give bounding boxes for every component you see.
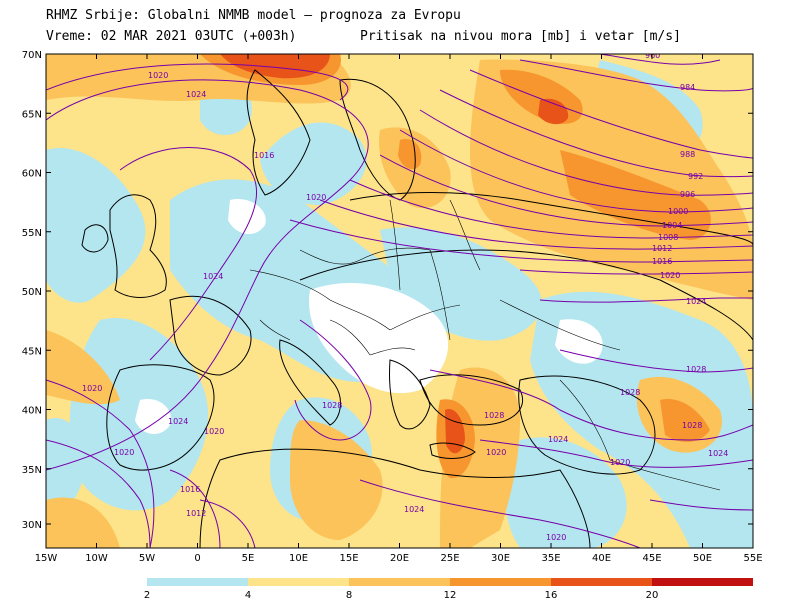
isobar-labels: 960 984 988 992 996 1000 1004 1008 1012 …	[82, 51, 728, 542]
isobar-label: 1020	[610, 458, 630, 467]
isobar-label: 1012	[652, 244, 672, 253]
isobar-label: 1028	[484, 411, 504, 420]
isobar-label: 1024	[186, 90, 206, 99]
isobar-label: 1004	[662, 221, 682, 230]
longitude-label: 50E	[693, 553, 712, 564]
isobar-label: 1020	[114, 448, 134, 457]
isobar-label: 984	[680, 83, 695, 92]
isobar-label: 1000	[668, 207, 688, 216]
wind-band-16-20	[220, 54, 569, 454]
field-description: Pritisak na nivou mora [mb] i vetar [m/s…	[360, 29, 681, 44]
longitude-label: 15E	[339, 553, 358, 564]
isobar-label: 1024	[203, 272, 223, 281]
isobar-label: 1028	[686, 365, 706, 374]
longitude-label: 15W	[35, 553, 58, 564]
longitude-labels: 15W 10W 5W 0 5E 10E 15E 20E 25E 30E 35E 40E 45E 50E 55…	[35, 553, 763, 564]
colorbar-segment	[652, 578, 753, 586]
isobar-label: 960	[645, 51, 660, 60]
isobar-label: 1024	[686, 297, 706, 306]
isobar-label: 996	[680, 190, 695, 199]
isobar-label: 1028	[620, 388, 640, 397]
longitude-label: 30E	[491, 553, 510, 564]
colorbar-segment	[551, 578, 652, 586]
longitude-label: 0	[194, 553, 200, 564]
wind-band-calm	[135, 199, 603, 435]
latitude-label: 70N	[22, 50, 42, 61]
colorbar-segment	[147, 578, 248, 586]
isobar-label: 1028	[322, 401, 342, 410]
isobar-label: 1020	[486, 448, 506, 457]
colorbar-tick-label: 12	[444, 590, 457, 600]
isobar-label: 1016	[180, 485, 200, 494]
isobar-label: 992	[688, 172, 703, 181]
longitude-label: 25E	[440, 553, 459, 564]
isobar-label: 1016	[254, 151, 274, 160]
longitude-label: 55E	[743, 553, 762, 564]
latitude-label: 50N	[22, 287, 42, 298]
isobar-label: 1028	[682, 421, 702, 430]
longitude-label: 10W	[85, 553, 108, 564]
isobar-label: 1008	[658, 233, 678, 242]
isobar-lines	[46, 54, 753, 548]
colorbar-segment	[349, 578, 450, 586]
country-borders	[249, 199, 721, 491]
latitude-labels: 70N 65N 60N 55N 50N 45N 40N 35N 30N	[22, 50, 42, 531]
isobar-label: 1012	[186, 509, 206, 518]
latitude-label: 55N	[22, 228, 42, 239]
longitude-label: 45E	[642, 553, 661, 564]
isobar-label: 1020	[546, 533, 566, 542]
map-title: RHMZ Srbije: Globalni NMMB model — progn…	[46, 8, 461, 23]
colorbar-tick-label: 8	[346, 590, 352, 600]
isobar-label: 1024	[548, 435, 568, 444]
map-area: 960 984 988 992 996 1000 1004 1008 1012 …	[46, 51, 753, 548]
longitude-label: 10E	[289, 553, 308, 564]
isobar-label: 1020	[82, 384, 102, 393]
colorbar-segment	[248, 578, 349, 586]
longitude-label: 5E	[242, 553, 255, 564]
isobar-label: 1020	[306, 193, 326, 202]
isobar-label: 1020	[148, 71, 168, 80]
longitude-label: 35E	[541, 553, 560, 564]
colorbar-tick-label: 2	[144, 590, 150, 600]
latitude-label: 60N	[22, 169, 42, 180]
isobar-label: 1024	[404, 505, 424, 514]
isobar-label: 1024	[168, 417, 188, 426]
colorbar-tick-label: 16	[545, 590, 558, 600]
longitude-label: 20E	[390, 553, 409, 564]
isobar-label: 1020	[204, 427, 224, 436]
longitude-label: 5W	[139, 553, 155, 564]
isobar-label: 988	[680, 150, 695, 159]
isobar-label: 1016	[652, 257, 672, 266]
coastlines	[81, 69, 753, 548]
latitude-label: 40N	[22, 406, 42, 417]
latitude-label: 35N	[22, 465, 42, 476]
axis-ticks	[45, 53, 754, 548]
isobar-label: 1024	[708, 449, 728, 458]
isobar-label: 1020	[660, 271, 680, 280]
colorbar-segment	[450, 578, 551, 586]
forecast-time: Vreme: 02 MAR 2021 03UTC (+003h)	[46, 29, 297, 44]
latitude-label: 65N	[22, 109, 42, 120]
colorbar-tick-label: 20	[646, 590, 659, 600]
longitude-label: 40E	[592, 553, 611, 564]
latitude-label: 45N	[22, 346, 42, 357]
wind-speed-colorbar: 2 4 8 12 16 20	[144, 578, 753, 600]
latitude-label: 30N	[22, 520, 42, 531]
colorbar-tick-label: 4	[245, 590, 251, 600]
